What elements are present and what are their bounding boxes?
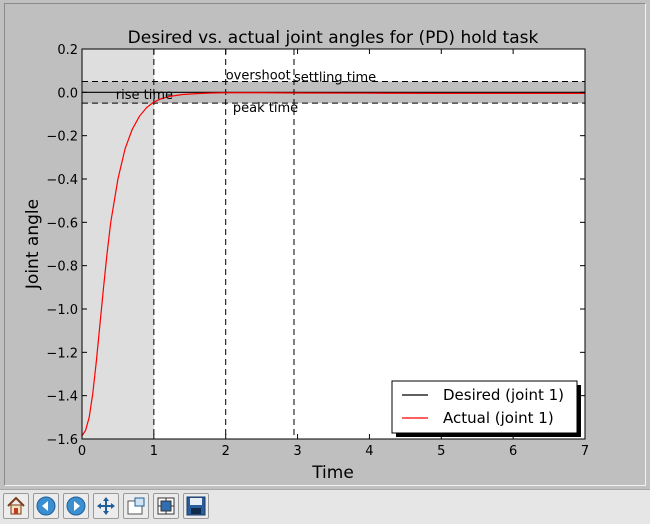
chart-title: Desired vs. actual joint angles for (PD)… [128,28,539,48]
navigation-toolbar [0,489,650,524]
shaded-region [82,49,154,439]
save-icon [186,496,206,516]
legend-label-desired: Desired (joint 1) [443,386,564,404]
back-icon [36,496,56,516]
axes-background [82,49,585,439]
forward-icon [66,496,86,516]
x-tick-label: 3 [293,444,301,459]
x-tick-label: 4 [365,444,373,459]
axes-frame [81,48,586,440]
zoom-rect-button[interactable] [123,493,149,519]
y-tick-label: −0.8 [46,260,78,275]
y-tick-label: 0.2 [57,43,78,58]
y-tick-label: −1.2 [46,346,78,361]
y-tick-label: −0.2 [46,130,78,145]
annotation-settling-time: settling time [294,71,376,86]
subplots-button[interactable] [153,493,179,519]
x-tick-label: 1 [150,444,158,459]
forward-button[interactable] [63,493,89,519]
y-tick-label: −1.6 [46,433,78,448]
home-icon [7,496,25,515]
pan-icon [97,497,115,515]
legend-label-actual: Actual (joint 1) [443,409,554,427]
y-tick-label: −0.6 [46,216,78,231]
zoom-rect-icon [127,497,145,515]
y-tick-label: −0.4 [46,173,78,188]
chart: 0 1 2 3 4 5 6 7 0.2 0.0 −0.2 −0.4 −0.6 −0.8 −1.0 −1.2 −1… [23,28,589,483]
annotation-peak-time: peak time [233,101,298,116]
pan-button[interactable] [93,493,119,519]
y-tick-label: −1.0 [46,303,78,318]
annotation-overshoot: overshoot [226,68,291,83]
legend-box [391,380,578,434]
x-tick-label: 6 [509,444,517,459]
annotation-rise-time: rise time [116,88,173,103]
x-tick-label: 2 [222,444,230,459]
y-axis-label: Joint angle [23,199,43,290]
subplots-icon [157,497,175,515]
x-axis-label: Time [311,463,354,483]
home-button[interactable] [3,493,29,519]
x-tick-label: 0 [78,444,86,459]
series-line-actual [81,92,585,437]
back-button[interactable] [33,493,59,519]
legend: Desired (joint 1) Actual (joint 1) [391,380,581,437]
x-tick-label: 5 [437,444,445,459]
y-tick-label: 0.0 [57,86,78,101]
save-button[interactable] [183,493,209,519]
y-tick-label: −1.4 [46,390,78,405]
x-tick-label: 7 [581,444,589,459]
